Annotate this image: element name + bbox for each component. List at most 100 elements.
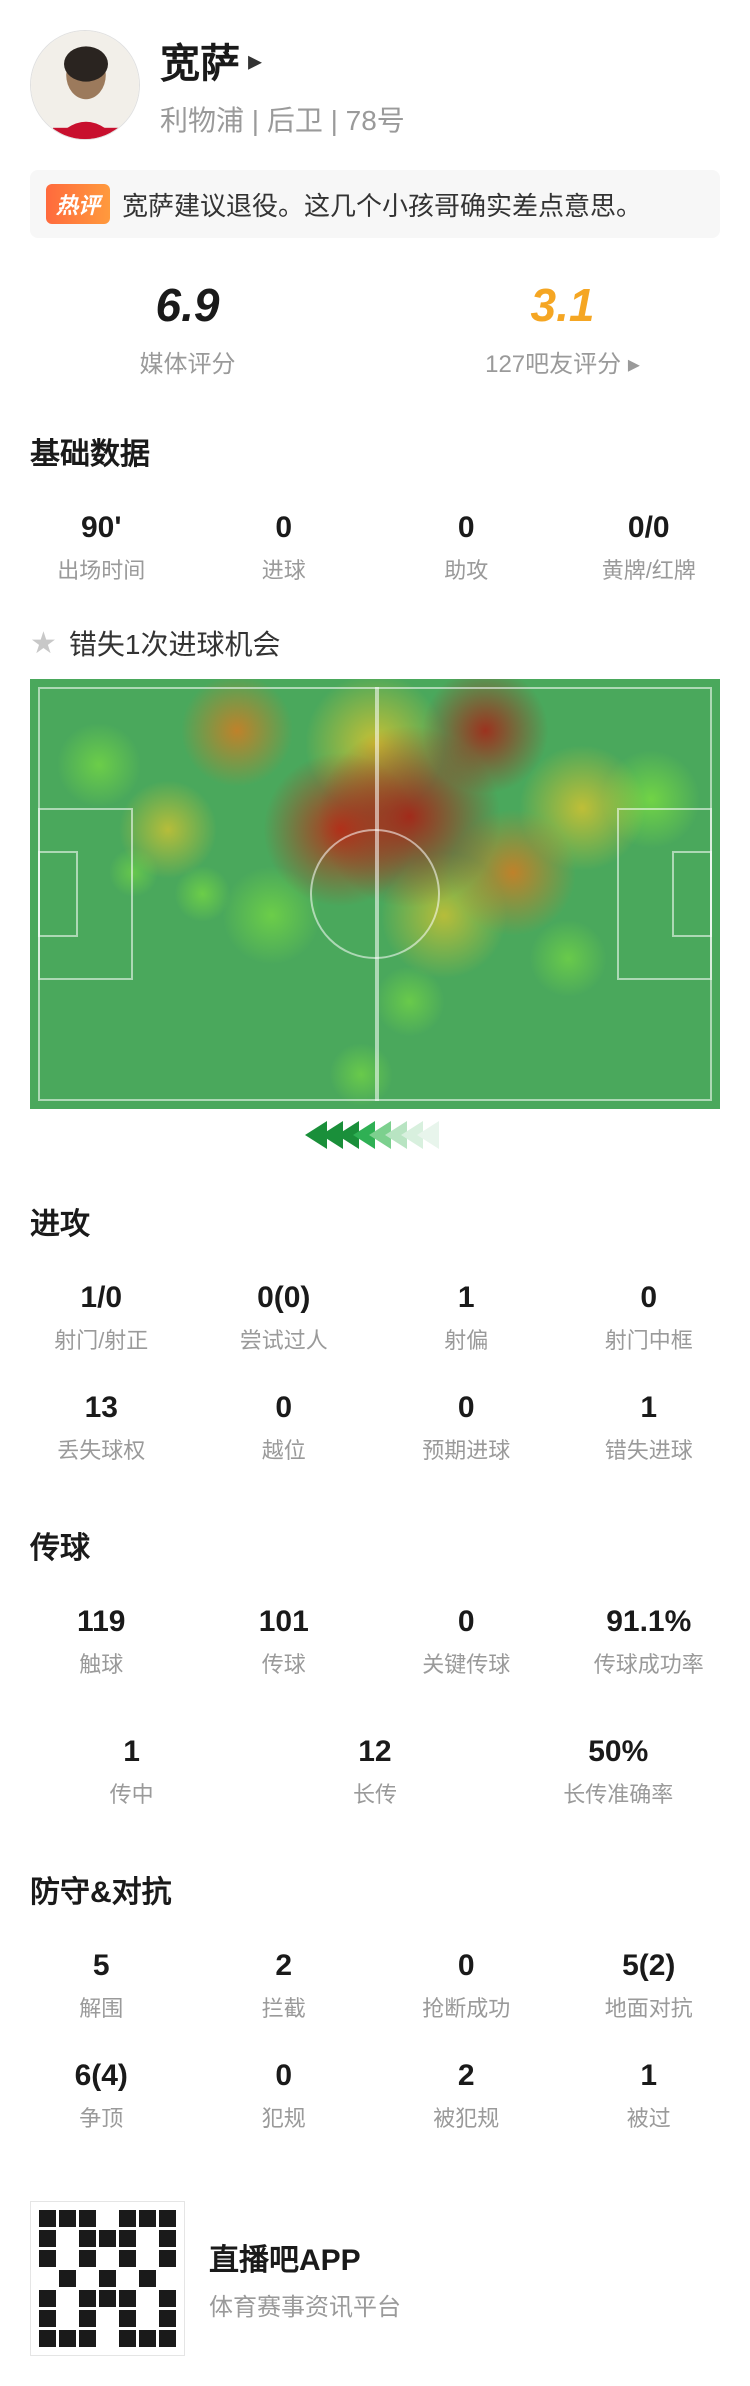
hot-comment-row[interactable]: 热评 宽萨建议退役。这几个小孩哥确实差点意思。 bbox=[30, 170, 720, 238]
stat-label: 助攻 bbox=[444, 553, 488, 585]
stat-cell: 119触球 bbox=[10, 1587, 193, 1697]
stat-value: 5 bbox=[93, 1949, 110, 1983]
stat-label: 传球 bbox=[262, 1647, 306, 1679]
stat-value: 0/0 bbox=[628, 511, 670, 545]
stat-cell: 0 进球 bbox=[193, 493, 376, 603]
heatmap-container bbox=[0, 679, 750, 1179]
stat-cell: 2 拦截 bbox=[193, 1931, 376, 2041]
stat-label: 进球 bbox=[262, 553, 306, 585]
stat-label: 射偏 bbox=[444, 1323, 488, 1355]
stat-value: 50% bbox=[588, 1735, 648, 1769]
stat-label: 错失进球 bbox=[605, 1433, 693, 1465]
player-name: 宽萨 bbox=[160, 31, 240, 89]
media-rating-value: 6.9 bbox=[156, 278, 220, 332]
player-avatar[interactable] bbox=[30, 30, 140, 140]
stat-cell: 0/0 黄牌/红牌 bbox=[558, 493, 741, 603]
stat-cell: 2 被犯规 bbox=[375, 2041, 558, 2151]
media-rating-label: 媒体评分 bbox=[140, 344, 236, 379]
stat-value: 2 bbox=[275, 1949, 292, 1983]
stat-label: 尝试过人 bbox=[240, 1323, 328, 1355]
stat-label: 地面对抗 bbox=[605, 1991, 693, 2023]
stat-label: 丢失球权 bbox=[57, 1433, 145, 1465]
fan-rating[interactable]: 3.1 127吧友评分 ▸ bbox=[375, 278, 750, 379]
fan-rating-label: 127吧友评分 ▸ bbox=[485, 344, 640, 379]
stat-value: 0 bbox=[275, 2059, 292, 2093]
basic-section-title: 基础数据 bbox=[0, 409, 750, 493]
hot-comment-text: 宽萨建议退役。这几个小孩哥确实差点意思。 bbox=[122, 186, 642, 223]
chevron-right-icon: ▸ bbox=[248, 44, 262, 77]
ratings-row: 6.9 媒体评分 3.1 127吧友评分 ▸ bbox=[0, 268, 750, 409]
stat-label: 触球 bbox=[79, 1647, 123, 1679]
player-header: 宽萨 ▸ 利物浦 | 后卫 | 78号 bbox=[0, 0, 750, 160]
stat-cell: 6(4) 争顶 bbox=[10, 2041, 193, 2151]
chevron-left-icon bbox=[417, 1121, 439, 1149]
attack-section-title: 进攻 bbox=[0, 1179, 750, 1263]
stat-value: 1 bbox=[640, 1391, 657, 1425]
stat-value: 0(0) bbox=[257, 1281, 310, 1315]
stat-value: 6(4) bbox=[75, 2059, 128, 2093]
defense-stats-grid: 5解围2拦截0抢断成功5(2)地面对抗6(4)争顶0犯规2被犯规1被过 bbox=[0, 1931, 750, 2171]
stat-value: 101 bbox=[259, 1605, 309, 1639]
stat-value: 1 bbox=[458, 1281, 475, 1315]
stat-cell: 90'出场时间 bbox=[10, 493, 193, 603]
passing-section-title: 传球 bbox=[0, 1503, 750, 1587]
stat-label: 预期进球 bbox=[422, 1433, 510, 1465]
stat-label: 抢断成功 bbox=[422, 1991, 510, 2023]
defense-section-title: 防守&对抗 bbox=[0, 1847, 750, 1931]
stat-cell: 0抢断成功 bbox=[375, 1931, 558, 2041]
stat-cell: 13丢失球权 bbox=[10, 1373, 193, 1483]
stat-cell: 1 错失进球 bbox=[558, 1373, 741, 1483]
stat-label: 传中 bbox=[110, 1777, 154, 1809]
stat-value: 12 bbox=[358, 1735, 391, 1769]
footer-subtitle: 体育赛事资讯平台 bbox=[209, 2287, 401, 2322]
stat-cell: 1/0 射门/射正 bbox=[10, 1263, 193, 1373]
stat-label: 传球成功率 bbox=[594, 1647, 704, 1679]
passing-stats-grid-1: 119触球101传球0关键传球91.1%传球成功率 bbox=[0, 1587, 750, 1717]
stat-cell: 91.1% 传球成功率 bbox=[558, 1587, 741, 1697]
stat-label: 长传 bbox=[353, 1777, 397, 1809]
stat-cell: 1传中 bbox=[10, 1717, 253, 1827]
stat-cell: 50% 长传准确率 bbox=[497, 1717, 740, 1827]
direction-chevrons bbox=[30, 1109, 720, 1179]
stat-cell: 5(2) 地面对抗 bbox=[558, 1931, 741, 2041]
stat-value: 1/0 bbox=[80, 1281, 122, 1315]
stat-cell: 1被过 bbox=[558, 2041, 741, 2151]
player-name-row[interactable]: 宽萨 ▸ bbox=[160, 31, 720, 89]
stat-label: 争顶 bbox=[79, 2101, 123, 2133]
stat-value: 0 bbox=[640, 1281, 657, 1315]
stat-label: 黄牌/红牌 bbox=[602, 553, 696, 585]
stat-cell: 0 越位 bbox=[193, 1373, 376, 1483]
highlight-row: ★ 错失1次进球机会 bbox=[0, 623, 750, 679]
stat-cell: 0射门中框 bbox=[558, 1263, 741, 1373]
stat-value: 0 bbox=[458, 1605, 475, 1639]
stat-cell: 1 射偏 bbox=[375, 1263, 558, 1373]
stat-label: 解围 bbox=[79, 1991, 123, 2023]
stat-value: 2 bbox=[458, 2059, 475, 2093]
stat-value: 0 bbox=[275, 1391, 292, 1425]
passing-stats-grid-2: 1传中 12 长传 50% 长传准确率 bbox=[0, 1717, 750, 1847]
stat-cell: 0助攻 bbox=[375, 493, 558, 603]
player-info: 宽萨 ▸ 利物浦 | 后卫 | 78号 bbox=[160, 31, 720, 139]
stat-label: 越位 bbox=[262, 1433, 306, 1465]
stat-cell: 12 长传 bbox=[253, 1717, 496, 1827]
stat-cell: 101 传球 bbox=[193, 1587, 376, 1697]
stat-label: 被犯规 bbox=[433, 2101, 499, 2133]
attack-stats-grid: 1/0射门/射正0(0)尝试过人1射偏0射门中框13丢失球权0越位0预期进球1错… bbox=[0, 1263, 750, 1503]
stat-cell: 0预期进球 bbox=[375, 1373, 558, 1483]
stat-label: 长传准确率 bbox=[563, 1777, 673, 1809]
footer-title: 直播吧APP bbox=[209, 2235, 401, 2279]
star-icon: ★ bbox=[30, 626, 57, 661]
stat-cell: 0犯规 bbox=[193, 2041, 376, 2151]
stat-value: 0 bbox=[275, 511, 292, 545]
qr-code[interactable] bbox=[30, 2201, 185, 2356]
stat-label: 被过 bbox=[627, 2101, 671, 2133]
fan-rating-value: 3.1 bbox=[531, 278, 595, 332]
stat-value: 91.1% bbox=[606, 1605, 691, 1639]
stat-label: 拦截 bbox=[262, 1991, 306, 2023]
footer-text: 直播吧APP 体育赛事资讯平台 bbox=[209, 2235, 401, 2322]
basic-stats-grid: 90'出场时间 0 进球 0助攻 0/0 黄牌/红牌 bbox=[0, 493, 750, 623]
stat-value: 5(2) bbox=[622, 1949, 675, 1983]
stat-label: 射门/射正 bbox=[54, 1323, 148, 1355]
highlight-text: 错失1次进球机会 bbox=[69, 623, 281, 663]
stat-cell: 5 解围 bbox=[10, 1931, 193, 2041]
